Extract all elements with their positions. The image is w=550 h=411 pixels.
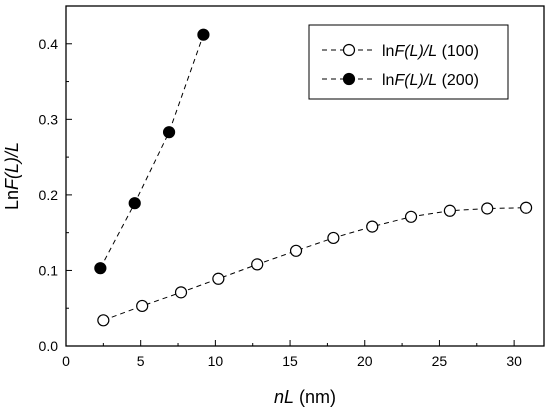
series-2 — [94, 28, 210, 275]
legend-label-100-pre: ln — [382, 43, 394, 60]
legend-label-200-post: (200) — [437, 72, 479, 89]
data-point — [174, 286, 188, 299]
data-point — [197, 28, 210, 41]
x-tick-label: 30 — [506, 353, 522, 369]
series-1 — [97, 201, 533, 327]
legend-marker-100 — [342, 43, 356, 57]
legend-entry-200: lnF(L)/L (200) — [322, 72, 479, 89]
legend: lnF(L)/L (100) lnF(L)/L (200) — [308, 24, 509, 100]
data-point — [128, 197, 141, 210]
legend-label-100-italic: F(L)/L — [394, 43, 437, 60]
x-tick-label: 25 — [432, 353, 448, 369]
series-line — [103, 207, 527, 321]
data-point — [327, 231, 340, 245]
x-axis-label-italic: nL — [274, 387, 294, 407]
y-tick-label: 0.1 — [39, 262, 59, 278]
legend-label-100-post: (100) — [437, 43, 479, 60]
y-tick-label: 0.4 — [39, 36, 59, 52]
series-line — [99, 34, 204, 269]
legend-box — [308, 24, 509, 100]
data-point — [136, 299, 149, 313]
y-axis-ticks: 0.0 0.1 0.2 0.3 0.4 — [39, 5, 72, 354]
x-tick-label: 10 — [208, 353, 224, 369]
data-point — [366, 220, 379, 233]
x-tick-label: 15 — [282, 353, 298, 369]
x-axis-label-unit: (nm) — [294, 387, 336, 407]
data-point — [481, 202, 494, 215]
data-point — [251, 258, 264, 271]
legend-label-100: lnF(L)/L (100) — [382, 43, 479, 60]
data-point — [443, 204, 456, 217]
data-point — [289, 244, 303, 257]
y-tick-label: 0.2 — [39, 187, 59, 203]
data-point — [94, 262, 107, 275]
y-tick-label: 0.3 — [39, 111, 59, 127]
plot-frame — [65, 5, 545, 347]
y-axis-label-italic: F(L)/L — [2, 142, 22, 190]
legend-label-200-italic: F(L)/L — [394, 72, 437, 89]
x-axis-label: nL (nm) — [274, 387, 336, 407]
x-tick-label: 20 — [357, 353, 373, 369]
y-tick-label: 0.0 — [39, 338, 59, 354]
legend-label-200: lnF(L)/L (200) — [382, 72, 479, 89]
series-group — [94, 28, 533, 327]
legend-label-200-pre: ln — [382, 72, 394, 89]
legend-marker-200 — [342, 72, 356, 86]
data-point — [404, 210, 418, 223]
x-tick-label: 5 — [137, 353, 145, 369]
x-tick-label: 0 — [62, 353, 70, 369]
data-point — [519, 201, 533, 214]
legend-entry-100: lnF(L)/L (100) — [322, 43, 479, 60]
data-point — [212, 272, 225, 285]
y-axis-label-prefix: Ln — [2, 190, 22, 210]
data-point — [162, 126, 176, 139]
data-point — [97, 314, 110, 327]
x-axis-ticks: 0 5 10 15 20 25 30 — [62, 340, 522, 369]
y-axis-label: LnF(L)/L — [2, 142, 22, 210]
